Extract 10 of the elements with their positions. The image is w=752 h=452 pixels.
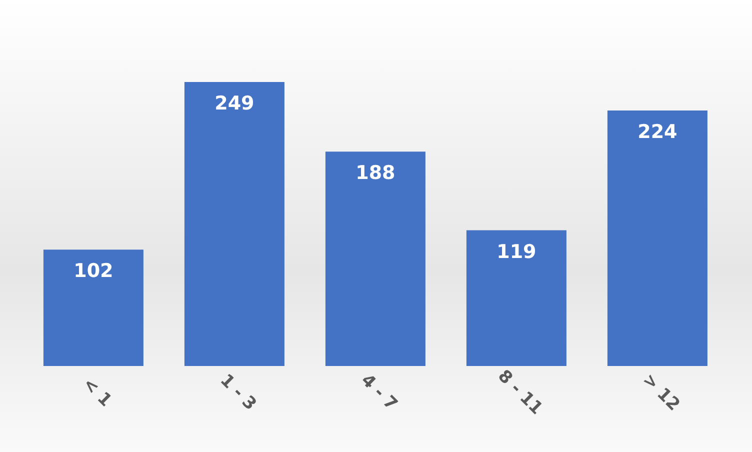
x-tick-label: < 1 [78, 374, 116, 411]
data-label: 249 [214, 92, 254, 114]
x-tick-label: 8 - 11 [494, 366, 546, 419]
data-label: 102 [74, 260, 114, 282]
data-label: 188 [356, 162, 396, 184]
data-label: 224 [638, 121, 678, 144]
data-label: 119 [496, 240, 536, 263]
x-tick-label: 1 - 3 [216, 370, 260, 415]
x-tick-label: > 12 [638, 370, 684, 416]
x-tick-label: 4 - 7 [356, 370, 402, 415]
